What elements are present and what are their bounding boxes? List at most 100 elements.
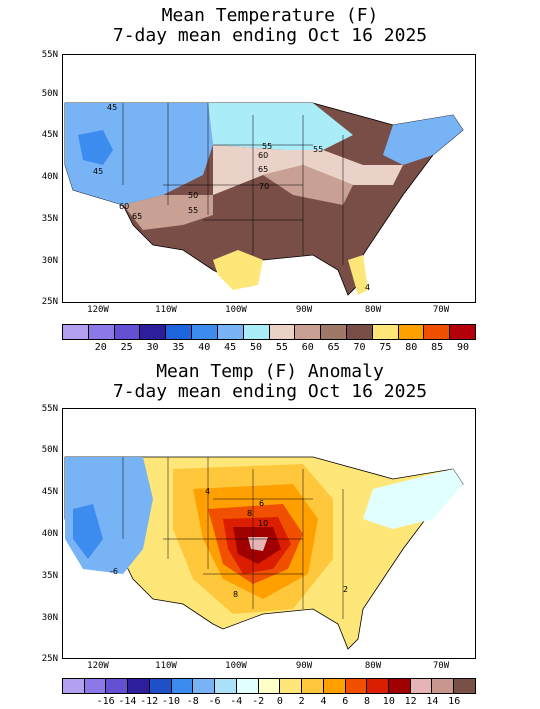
colorbar-swatch xyxy=(215,679,237,693)
anomaly-map xyxy=(62,408,476,659)
colorbar-swatch xyxy=(424,325,451,339)
colorbar-label: 16 xyxy=(448,696,461,707)
colorbar-swatch xyxy=(236,679,259,693)
contour-label: 55 xyxy=(188,206,199,215)
contour-label: 6 xyxy=(259,499,265,508)
colorbar-label: -4 xyxy=(230,696,243,707)
colorbar-swatch xyxy=(166,325,193,339)
colorbar-swatch xyxy=(171,679,194,693)
colorbar-label: 45 xyxy=(224,342,237,353)
colorbar-label: -8 xyxy=(186,696,199,707)
anomaly-map-canvas xyxy=(63,409,475,658)
map2-lat-label: 40N xyxy=(41,529,58,539)
colorbar-swatch xyxy=(302,679,324,693)
colorbar-swatch xyxy=(410,679,433,693)
contour-label: 45 xyxy=(93,167,104,176)
contour-label: 45 xyxy=(107,103,118,112)
colorbar-swatch xyxy=(346,325,373,339)
map2-title-line1: Mean Temp (F) Anomaly xyxy=(156,361,384,382)
map1-title-line2: 7-day mean ending Oct 16 2025 xyxy=(112,25,428,46)
map1-lat-label: 25N xyxy=(41,297,58,307)
contour-label: 10 xyxy=(258,519,269,528)
colorbar-label: 35 xyxy=(172,342,185,353)
temperature-map xyxy=(62,54,476,303)
colorbar-label: 12 xyxy=(404,696,417,707)
map1-lon-label: 120W xyxy=(87,305,109,315)
contour-label: 50 xyxy=(188,191,199,200)
colorbar-label: -16 xyxy=(96,696,115,707)
contour-label: 8 xyxy=(247,509,253,518)
colorbar-swatch xyxy=(269,325,296,339)
contour-label: 4 xyxy=(365,283,371,292)
colorbar-label: 70 xyxy=(353,342,366,353)
colorbar-label: 40 xyxy=(198,342,211,353)
colorbar-swatch xyxy=(243,325,270,339)
map1-lat-label: 50N xyxy=(41,89,58,99)
contour-label: -6 xyxy=(110,567,118,576)
colorbar-swatch xyxy=(450,325,475,339)
temperature-map-canvas xyxy=(63,55,475,302)
colorbar-swatch xyxy=(321,325,347,339)
map1-lon-label: 90W xyxy=(295,305,313,315)
contour-label: 8 xyxy=(233,590,239,599)
colorbar-label: 14 xyxy=(426,696,439,707)
colorbar-label: 0 xyxy=(276,696,283,707)
colorbar-label: 6 xyxy=(342,696,349,707)
colorbar-swatch xyxy=(128,679,150,693)
contour-label: 55 xyxy=(262,142,273,151)
colorbar-swatch xyxy=(432,679,455,693)
colorbar-swatch xyxy=(323,679,346,693)
contour-label: 65 xyxy=(258,165,269,174)
colorbar-label: 8 xyxy=(364,696,371,707)
colorbar-label: 90 xyxy=(457,342,470,353)
contour-label: 60 xyxy=(119,202,130,211)
colorbar-label: -14 xyxy=(118,696,137,707)
colorbar-swatch xyxy=(454,679,475,693)
map2-lon-label: 90W xyxy=(295,661,313,671)
colorbar-label: 55 xyxy=(275,342,288,353)
map2-lon-label: 100W xyxy=(225,661,247,671)
colorbar-swatch xyxy=(258,679,281,693)
colorbar-label: 65 xyxy=(327,342,340,353)
map1-lat-label: 30N xyxy=(41,256,58,266)
colorbar-swatch xyxy=(372,325,399,339)
colorbar-label: -12 xyxy=(140,696,159,707)
colorbar-label: 85 xyxy=(431,342,444,353)
map2-lat-label: 35N xyxy=(41,571,58,581)
map1-lat-label: 45N xyxy=(41,130,58,140)
map1-title-line1: Mean Temperature (F) xyxy=(161,5,379,26)
colorbar-swatch xyxy=(398,325,425,339)
map1-lat-label: 35N xyxy=(41,214,58,224)
contour-label: 60 xyxy=(258,151,269,160)
colorbar-swatch xyxy=(140,325,167,339)
map1-lat-label: 40N xyxy=(41,172,58,182)
map1-lon-label: 80W xyxy=(364,305,382,315)
map2-lon-label: 110W xyxy=(155,661,177,671)
map2-lat-label: 50N xyxy=(41,445,58,455)
colorbar-label: 30 xyxy=(146,342,159,353)
map2-lat-label: 25N xyxy=(41,654,58,664)
colorbar-label: 75 xyxy=(379,342,392,353)
map2-title-line2: 7-day mean ending Oct 16 2025 xyxy=(112,381,428,402)
colorbar-label: -10 xyxy=(161,696,180,707)
map2-lat-label: 45N xyxy=(41,487,58,497)
colorbar-swatch xyxy=(345,679,368,693)
map1-lat-label: 55N xyxy=(41,50,58,60)
colorbar-label: 10 xyxy=(382,696,395,707)
colorbar-label: 25 xyxy=(120,342,133,353)
map1-lon-label: 70W xyxy=(432,305,450,315)
colorbar-swatch xyxy=(193,679,216,693)
map1-lon-label: 100W xyxy=(225,305,247,315)
temperature-colorbar xyxy=(62,324,476,340)
colorbar-label: -6 xyxy=(208,696,221,707)
map2-lat-label: 30N xyxy=(41,613,58,623)
map2-lon-label: 80W xyxy=(364,661,382,671)
colorbar-swatch xyxy=(295,325,322,339)
colorbar-swatch xyxy=(280,679,303,693)
contour-label: 70 xyxy=(259,182,270,191)
contour-label: 2 xyxy=(343,585,349,594)
colorbar-label: 20 xyxy=(94,342,107,353)
colorbar-swatch xyxy=(367,679,390,693)
colorbar-swatch xyxy=(217,325,244,339)
colorbar-label: 80 xyxy=(405,342,418,353)
